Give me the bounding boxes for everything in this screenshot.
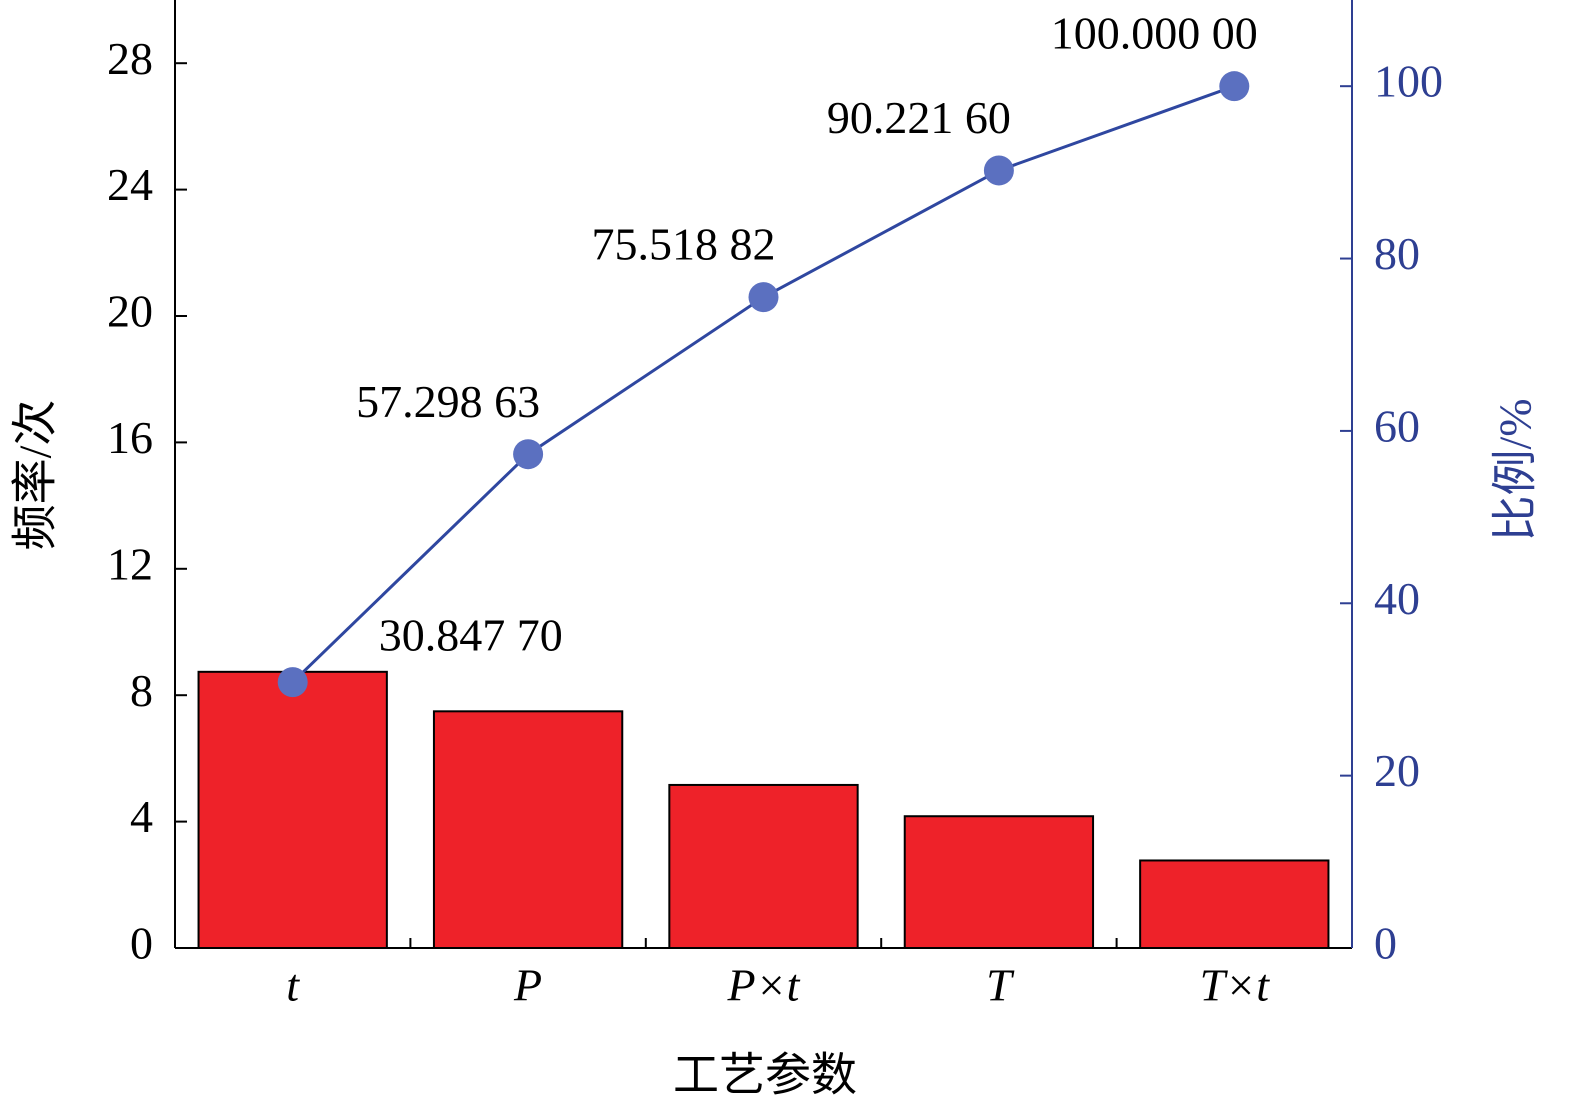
y2-axis-title: 比例/% (1490, 398, 1541, 541)
bar (197, 670, 388, 949)
point (277, 667, 308, 698)
x-tick-label: T×t (1200, 960, 1271, 1011)
y-tick-label: 8 (130, 665, 153, 716)
x-tick-label: t (286, 960, 300, 1011)
x-tick-label: P (513, 960, 542, 1011)
bar (1139, 859, 1330, 950)
y-tick-label: 28 (107, 33, 153, 84)
point (983, 155, 1014, 186)
y-tick-label: 0 (130, 918, 153, 969)
y-tick-label: 24 (107, 159, 153, 210)
y2-tick-label: 20 (1374, 745, 1420, 796)
y2-tick-label: 0 (1374, 918, 1397, 969)
x-axis-title: 工艺参数 (673, 1050, 857, 1101)
y-tick-label: 12 (107, 538, 153, 589)
y2-tick-label: 80 (1374, 228, 1420, 279)
x-tick-label: T (986, 960, 1015, 1011)
y2-tick-label: 100 (1374, 56, 1443, 107)
y2-tick-label: 40 (1374, 573, 1420, 624)
y-tick-label: 20 (107, 286, 153, 337)
data-label: 100.000 00 (1051, 8, 1258, 59)
y-axis-title: 频率/次 (10, 400, 61, 551)
y2-tick-label: 60 (1374, 400, 1420, 451)
data-label: 57.298 63 (356, 376, 540, 427)
point (748, 282, 779, 313)
bar (668, 783, 859, 949)
data-label: 90.221 60 (827, 92, 1011, 143)
data-label: 30.847 70 (379, 610, 563, 661)
y-tick-label: 16 (107, 412, 153, 463)
data-label: 75.518 82 (592, 219, 776, 270)
y-tick-label: 4 (130, 791, 153, 842)
bar (903, 815, 1095, 950)
point (513, 439, 544, 470)
x-tick-label: P×t (727, 960, 801, 1011)
point (1219, 71, 1250, 102)
bar (432, 710, 624, 949)
